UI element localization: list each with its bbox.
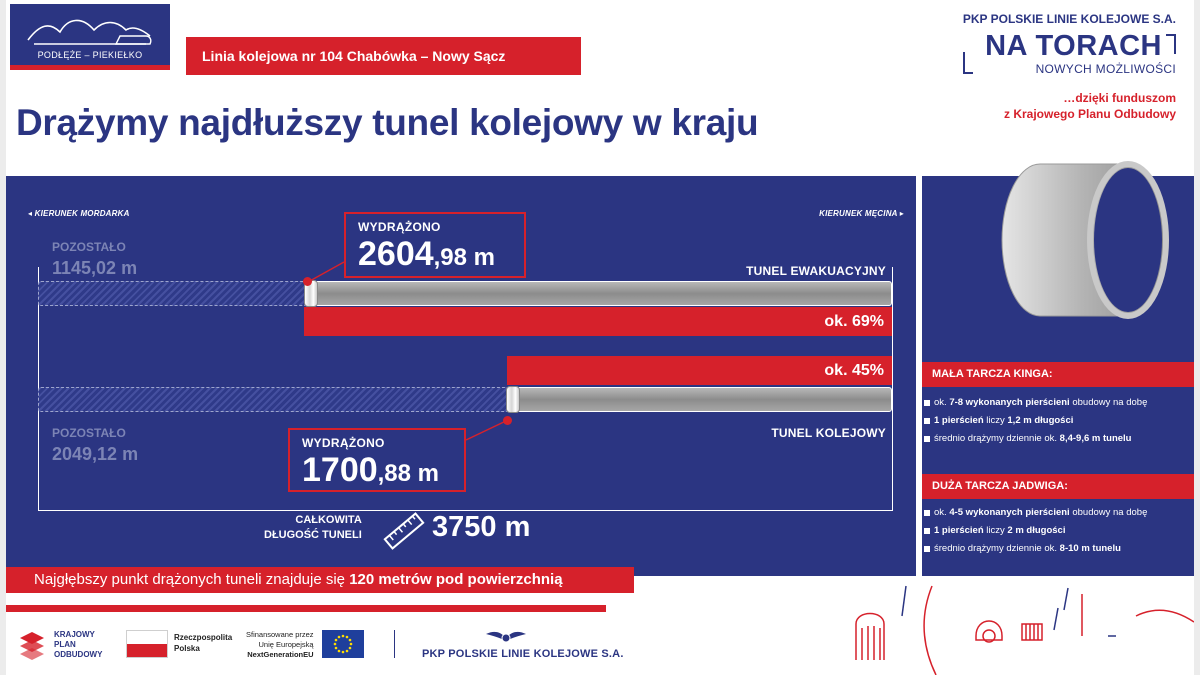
evac-remaining-label: POZOSTAŁO <box>52 240 126 254</box>
evac-marker-dot <box>303 277 312 286</box>
rail-remaining-label: POZOSTAŁO <box>52 426 126 440</box>
rail-callout-leader <box>465 419 509 441</box>
poland-flag-icon <box>126 630 168 658</box>
total-length-value: 3750 m <box>432 511 531 543</box>
evac-drilled-callout: WYDRĄŻONO 2604,98 m <box>344 212 526 278</box>
jadwiga-heading: DUŻA TARCZA JADWIGA: <box>922 474 1194 499</box>
brand-slogan-sub-text: NOWYCH MOŻLIWOŚCI <box>1035 62 1176 76</box>
list-item: ok. 4-5 wykonanych pierścieni obudowy na… <box>922 504 1194 522</box>
total-length-label-1: CAŁKOWITA <box>295 514 362 526</box>
evac-tunnel-name: TUNEL EWAKUACYJNY <box>746 264 886 278</box>
kpo-line-3: ODBUDOWY <box>54 650 103 659</box>
total-length-label: CAŁKOWITA DŁUGOŚĆ TUNELI <box>264 513 362 543</box>
evac-callout-leader <box>307 261 345 283</box>
pkp-winged-logo-icon <box>486 631 526 643</box>
direction-right-label: KIERUNEK MĘCINA ▸ <box>819 209 904 218</box>
tunnel-ring-icon <box>1001 161 1169 319</box>
project-logo: PODŁĘŻE – PIEKIEŁKO <box>10 4 170 70</box>
eu-line-3: NextGenerationEU <box>247 650 314 659</box>
brand-slogan: NA TORACH <box>963 30 1176 62</box>
funding-line-1: …dzięki funduszom <box>1063 91 1176 105</box>
funding-note: …dzięki funduszom z Krajowego Planu Odbu… <box>963 90 1176 122</box>
rail-progress-bar: ok. 45% <box>507 356 892 385</box>
decorative-linework <box>855 585 1194 675</box>
evac-drilled-int: 2604 <box>358 235 434 273</box>
jadwiga-list: ok. 4-5 wykonanych pierścieni obudowy na… <box>922 504 1194 558</box>
evac-drilled-value: 2604,98 m <box>358 236 512 276</box>
kpo-logo-text: KRAJOWY PLAN ODBUDOWY <box>54 630 102 660</box>
tbm-info-panel: MAŁA TARCZA KINGA: ok. 7-8 wykonanych pi… <box>922 161 1194 576</box>
rail-remaining-tube <box>38 387 512 412</box>
pl-line-2: Polska <box>174 644 200 653</box>
rail-remaining-value: 2049,12 m <box>52 444 139 464</box>
rail-drilled-dec: ,88 m <box>377 460 440 487</box>
rail-marker-dot <box>503 416 512 425</box>
evac-drilled-label: WYDRĄŻONO <box>358 220 441 234</box>
total-length-label-2: DŁUGOŚĆ TUNELI <box>264 529 362 541</box>
direction-left-label: ◂ KIERUNEK MORDARKA <box>28 209 130 218</box>
poland-logo-text: Rzeczpospolita Polska <box>174 632 232 654</box>
divider-bar <box>6 605 606 612</box>
tunnel-panel: ◂ KIERUNEK MORDARKA KIERUNEK MĘCINA ▸ PO… <box>6 176 916 576</box>
evac-progress-bar: ok. 69% <box>304 307 892 336</box>
eu-line-1: Sfinansowane przez <box>246 630 314 639</box>
depth-banner: Najgłębszy punkt drążonych tuneli znajdu… <box>6 567 634 593</box>
bracket-icon <box>1166 34 1176 54</box>
kinga-heading: MAŁA TARCZA KINGA: <box>922 362 1194 387</box>
rail-drilled-int: 1700 <box>302 451 378 489</box>
ruler-icon <box>383 512 425 550</box>
page-title: Drążymy najdłuższy tunel kolejowy w kraj… <box>16 102 759 143</box>
bracket-icon <box>962 52 973 74</box>
depth-text: Najgłębszy punkt drążonych tuneli znajdu… <box>34 571 350 588</box>
list-item: średnio drążymy dziennie ok. 8,4-9,6 m t… <box>922 430 1194 448</box>
depth-value: 120 metrów pod powierzchnią <box>349 571 563 588</box>
evac-remaining-value: 1145,02 m <box>52 258 138 278</box>
evac-drilled-tube <box>310 281 892 306</box>
footer: KRAJOWY PLAN ODBUDOWY Rzeczpospolita Pol… <box>6 620 1194 675</box>
rail-drilled-tube <box>512 387 892 412</box>
rail-drilled-callout: WYDRĄŻONO 1700,88 m <box>288 428 466 492</box>
list-item: ok. 7-8 wykonanych pierścieni obudowy na… <box>922 394 1194 412</box>
brand-slogan-sub: NOWYCH MOŻLIWOŚCI <box>962 52 1176 76</box>
kinga-list: ok. 7-8 wykonanych pierścieni obudowy na… <box>922 394 1194 448</box>
list-item: 1 pierścień liczy 2 m długości <box>922 522 1194 540</box>
brand-slogan-main: NA TORACH <box>985 30 1162 62</box>
rail-drilled-value: 1700,88 m <box>302 452 452 492</box>
eu-funding-text: Sfinansowane przez Unię Europejską NextG… <box>246 630 314 660</box>
rail-tunnel-name: TUNEL KOLEJOWY <box>771 426 886 440</box>
pl-line-1: Rzeczpospolita <box>174 633 233 642</box>
list-item: 1 pierścień liczy 1,2 m długości <box>922 412 1194 430</box>
logo-label: PODŁĘŻE – PIEKIEŁKO <box>37 50 143 60</box>
brand-company: PKP POLSKIE LINIE KOLEJOWE S.A. <box>962 12 1176 26</box>
footer-separator <box>394 630 395 658</box>
infographic-page: PODŁĘŻE – PIEKIEŁKO Linia kolejowa nr 10… <box>6 0 1194 675</box>
eu-line-2: Unię Europejską <box>258 640 314 649</box>
rail-drilled-label: WYDRĄŻONO <box>302 436 385 450</box>
funding-line-2: z Krajowego Planu Odbudowy <box>1003 107 1176 121</box>
pkp-footer-name: PKP POLSKIE LINIE KOLEJOWE S.A. <box>422 648 624 660</box>
rail-shield-ring <box>506 386 520 413</box>
eu-flag-icon <box>322 630 364 658</box>
brand-block: PKP POLSKIE LINIE KOLEJOWE S.A. NA TORAC… <box>962 12 1176 122</box>
kpo-line-1: KRAJOWY <box>54 630 95 639</box>
evac-remaining-tube <box>38 281 310 306</box>
mountains-train-icon <box>27 19 152 45</box>
kpo-logo-icon <box>20 632 44 660</box>
line-banner: Linia kolejowa nr 104 Chabówka – Nowy Są… <box>186 37 581 75</box>
list-item: średnio drążymy dziennie ok. 8-10 m tune… <box>922 540 1194 558</box>
evac-drilled-dec: ,98 m <box>433 244 496 271</box>
kpo-line-2: PLAN <box>54 640 76 649</box>
